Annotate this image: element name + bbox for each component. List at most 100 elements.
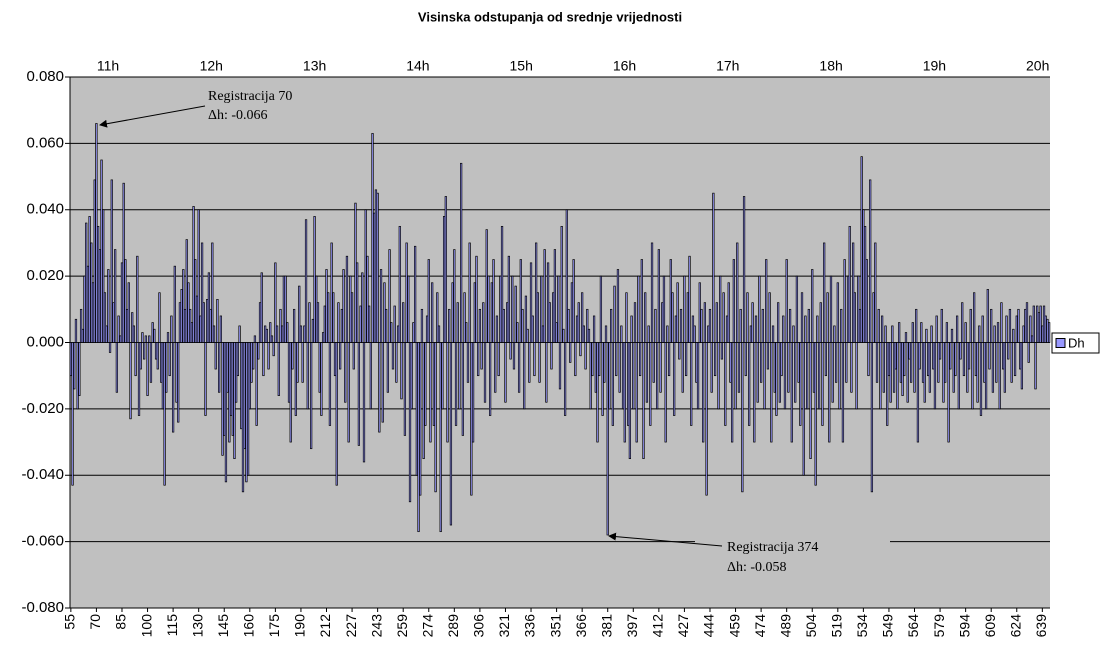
bar — [529, 262, 533, 343]
bar — [638, 342, 642, 377]
bar — [1008, 308, 1012, 343]
bar — [974, 342, 977, 377]
bar — [1027, 342, 1030, 363]
bar — [973, 292, 976, 343]
bar — [357, 342, 361, 446]
bar — [502, 308, 505, 343]
bar — [954, 342, 957, 377]
bar — [97, 225, 100, 343]
bar — [555, 322, 558, 343]
bar — [526, 328, 529, 343]
bar — [792, 325, 795, 343]
bar — [877, 308, 880, 343]
bar — [611, 342, 614, 426]
bar — [248, 342, 251, 410]
bar — [952, 342, 955, 393]
bar — [613, 285, 616, 343]
bar — [519, 259, 522, 343]
bar — [170, 315, 173, 343]
x-tick-label: 85 — [113, 614, 129, 630]
bar — [284, 275, 287, 343]
bar — [153, 328, 156, 343]
bar — [306, 342, 309, 410]
legend-label: Dh — [1068, 335, 1085, 350]
bar — [238, 325, 241, 343]
bar — [862, 209, 865, 343]
bar — [293, 308, 296, 343]
bar — [431, 282, 434, 343]
legend-marker — [1055, 338, 1066, 348]
bar — [725, 315, 729, 343]
bar — [371, 133, 374, 343]
bar — [913, 342, 916, 393]
x-tick-label: 243 — [368, 614, 384, 638]
bar — [959, 342, 962, 360]
y-tick-label: 0.040 — [26, 201, 64, 218]
bar — [482, 302, 485, 343]
bar — [200, 242, 204, 343]
bar — [748, 342, 751, 426]
bar — [478, 308, 482, 343]
top-axis-label: 19h — [923, 58, 946, 74]
bar — [967, 342, 971, 370]
bar — [799, 342, 802, 426]
bar — [843, 259, 846, 343]
bar — [795, 275, 799, 343]
bar — [228, 342, 231, 443]
bar — [540, 275, 543, 343]
bar — [410, 342, 413, 410]
bar — [245, 342, 248, 483]
bar — [339, 342, 342, 370]
bar — [983, 342, 986, 383]
bar — [618, 342, 621, 393]
bar — [110, 179, 113, 343]
annotation: Registracija 70 — [208, 89, 292, 104]
bar — [420, 308, 424, 343]
bar — [1042, 305, 1046, 343]
bar — [788, 308, 792, 343]
bar — [489, 342, 492, 416]
x-tick-label: 579 — [931, 614, 947, 638]
bar — [414, 245, 417, 343]
bar — [211, 242, 214, 343]
x-tick-label: 227 — [343, 614, 359, 638]
bar — [477, 342, 480, 377]
bar — [845, 342, 848, 383]
bar — [838, 342, 841, 410]
bar — [395, 342, 398, 383]
bar — [581, 292, 584, 343]
y-tick-label: 0.020 — [26, 267, 64, 284]
bar — [610, 308, 613, 343]
bar — [841, 342, 845, 443]
bar — [770, 342, 773, 443]
bar — [816, 315, 819, 343]
bar — [449, 342, 453, 526]
bar — [125, 308, 129, 343]
bar — [570, 282, 574, 343]
bar — [364, 209, 367, 343]
bar — [661, 302, 664, 343]
bar — [313, 216, 316, 343]
bar — [453, 249, 456, 343]
bar — [666, 325, 669, 343]
y-tick-label: -0.060 — [21, 533, 64, 550]
bar — [422, 342, 425, 460]
bar — [223, 342, 226, 436]
bar — [884, 325, 887, 343]
bar — [834, 342, 838, 383]
bar — [185, 239, 188, 343]
bar — [1029, 315, 1032, 343]
bar — [802, 342, 805, 476]
bar — [156, 342, 159, 370]
bar — [439, 342, 442, 533]
bar — [763, 342, 766, 410]
bar — [867, 342, 870, 377]
bar — [158, 292, 161, 343]
bar — [703, 302, 706, 343]
bar — [521, 308, 524, 343]
bar — [146, 342, 149, 396]
bar — [881, 315, 884, 343]
labels: -0.080 -0.060 -0.040 -0.020 0.000 0.020 0.040 0… — [21, 58, 1049, 638]
bar — [429, 342, 432, 443]
